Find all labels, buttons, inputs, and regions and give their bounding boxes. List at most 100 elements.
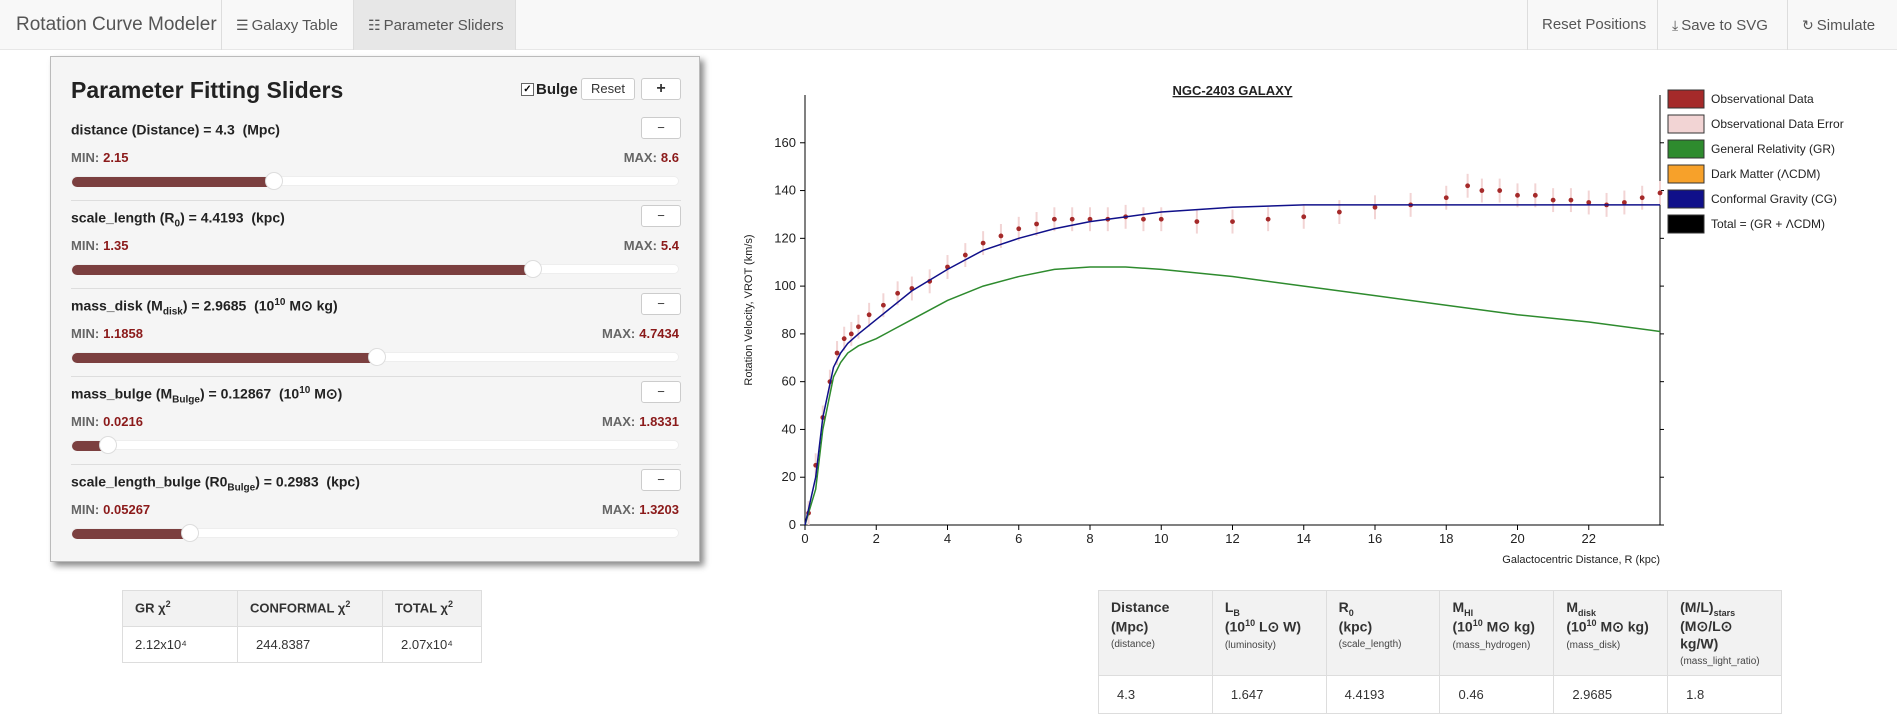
gr-chi-header: GR χ2 [122, 590, 238, 627]
simulate-button[interactable]: ↻ Simulate [1787, 0, 1897, 50]
legend-swatch [1667, 214, 1705, 234]
rotation-curve-chart: NGC-2403 GALAXY 0 2 4 6 8 10 12 14 16 18 20 22 0 20 40 6… [743, 83, 1844, 566]
reset-positions-button[interactable]: Reset Positions [1527, 0, 1657, 50]
y-tick-label: 80 [782, 326, 796, 341]
panel-title: Parameter Fitting Sliders [71, 77, 344, 103]
bulge-checkbox[interactable]: ✓ [521, 83, 534, 96]
x-axis-label: Galactocentric Distance, R (kpc) [1502, 554, 1660, 566]
scale-length-value: 4.4193 [1325, 675, 1441, 715]
conformal-chi-value: 244.8387 [237, 626, 383, 663]
remove-slider-button[interactable]: − [641, 205, 681, 227]
total-chi-value: 2.07x10⁴ [382, 626, 482, 663]
save-svg-button[interactable]: ⤓ Save to SVG [1657, 0, 1787, 50]
observational-point [1016, 226, 1022, 232]
x-tick-label: 4 [944, 531, 951, 546]
slider-max: MAX: 5.4 [623, 238, 679, 253]
slider-scale-length: scale_length (R0) = 4.4193 (kpc) − MIN: 1… [71, 200, 681, 289]
slider-label: distance (Distance) = 4.3 (Mpc) [71, 121, 280, 138]
mass-hydrogen-header: MHI (1010 M⊙ kg) (mass_hydrogen) [1439, 589, 1555, 677]
observational-point [1515, 192, 1520, 198]
x-tick-label: 12 [1225, 531, 1239, 546]
parameter-sliders-label: Parameter Sliders [383, 17, 504, 34]
slider-thumb[interactable] [265, 172, 284, 190]
observational-point [1230, 219, 1235, 225]
simulate-label: Simulate [1816, 17, 1876, 34]
slider-max: MAX: 1.8331 [602, 414, 679, 429]
total-chi-header: TOTAL χ2 [382, 590, 482, 627]
conformal-chi-header: CONFORMAL χ2 [237, 590, 383, 627]
slider-fill [72, 177, 275, 187]
slider-track[interactable] [71, 436, 679, 454]
slider-thumb[interactable] [180, 524, 199, 542]
scale-length-header: R0 (kpc) (scale_length) [1325, 589, 1441, 677]
x-tick-label: 10 [1154, 531, 1168, 546]
slider-thumb[interactable] [523, 260, 542, 278]
legend-label: Observational Data Error [1711, 117, 1844, 131]
remove-slider-button[interactable]: − [641, 293, 681, 315]
observational-point [962, 252, 968, 258]
gr-curve [804, 266, 1661, 526]
x-tick-label: 8 [1086, 531, 1093, 546]
slider-min: MIN: 0.0216 [71, 414, 143, 429]
y-tick-label: 60 [782, 374, 796, 389]
x-tick-label: 0 [801, 531, 808, 546]
list-icon: ☰ [236, 17, 249, 33]
cg-curve [804, 204, 1660, 526]
remove-slider-button[interactable]: − [641, 117, 681, 139]
galaxy-table-label: Galaxy Table [251, 17, 339, 34]
observational-point [880, 302, 886, 308]
slider-track[interactable] [71, 524, 679, 542]
observational-point [1586, 200, 1592, 205]
observational-point [1657, 190, 1663, 196]
luminosity-value: 1.647 [1211, 675, 1327, 715]
remove-slider-button[interactable]: − [641, 381, 681, 403]
observational-point [998, 233, 1004, 239]
legend-swatch [1667, 189, 1705, 209]
observational-point [866, 312, 872, 318]
luminosity-header: LB (1010 L⊙ W) (luminosity) [1211, 589, 1327, 677]
sliders-icon: ☷ [368, 17, 381, 33]
observational-point [1479, 188, 1485, 193]
observational-point [1194, 219, 1200, 225]
legend-label: Dark Matter (ΛCDM) [1711, 167, 1820, 181]
observational-point [1639, 195, 1645, 201]
mass-light-ratio-value: 1.8 [1667, 675, 1782, 715]
save-svg-label: Save to SVG [1681, 17, 1768, 34]
slider-thumb[interactable] [367, 348, 386, 366]
add-slider-button[interactable]: + [641, 78, 681, 100]
parameter-table: Distance (Mpc) (distance) LB (1010 L⊙ W) (lu… [1098, 589, 1782, 715]
remove-slider-button[interactable]: − [641, 469, 681, 491]
legend-swatch [1667, 139, 1705, 159]
legend-label: General Relativity (GR) [1711, 142, 1835, 156]
slider-fill [72, 353, 377, 363]
x-tick-label: 6 [1015, 531, 1022, 546]
app-brand[interactable]: Rotation Curve Modeler [16, 14, 217, 35]
slider-track[interactable] [71, 172, 679, 190]
mass-disk-value: 2.9685 [1553, 675, 1669, 715]
slider-fill [72, 265, 533, 275]
observational-point [1336, 209, 1342, 215]
y-tick-label: 120 [774, 230, 796, 245]
legend-label: Total = (GR + ΛCDM) [1711, 217, 1825, 231]
x-tick-label: 22 [1582, 531, 1596, 546]
observational-point [1550, 197, 1556, 203]
bulge-toggle[interactable]: ✓ Bulge [521, 81, 578, 98]
reset-button[interactable]: Reset [581, 78, 635, 100]
slider-scale-length-bulge: scale_length_bulge (R0Bulge) = 0.2983 (k… [71, 464, 681, 552]
slider-track[interactable] [71, 348, 679, 366]
observational-point [1265, 216, 1271, 222]
observational-point [1051, 216, 1057, 222]
observational-point [834, 350, 840, 356]
x-tick-label: 16 [1368, 531, 1382, 546]
observational-point [841, 336, 847, 342]
slider-thumb[interactable] [98, 436, 117, 454]
bulge-label: Bulge [536, 81, 578, 98]
x-tick-label: 14 [1297, 531, 1311, 546]
parameter-sliders-button[interactable]: ☷ Parameter Sliders [353, 0, 516, 50]
slider-label: mass_bulge (MBulge) = 0.12867 (1010 M⊙) [71, 385, 343, 406]
slider-track[interactable] [71, 260, 679, 278]
legend-swatch [1667, 114, 1705, 134]
galaxy-table-button[interactable]: ☰ Galaxy Table [221, 0, 353, 50]
observational-point [1141, 216, 1146, 222]
parameter-sliders-panel[interactable]: Parameter Fitting Sliders ✓ Bulge Reset +… [50, 56, 700, 562]
